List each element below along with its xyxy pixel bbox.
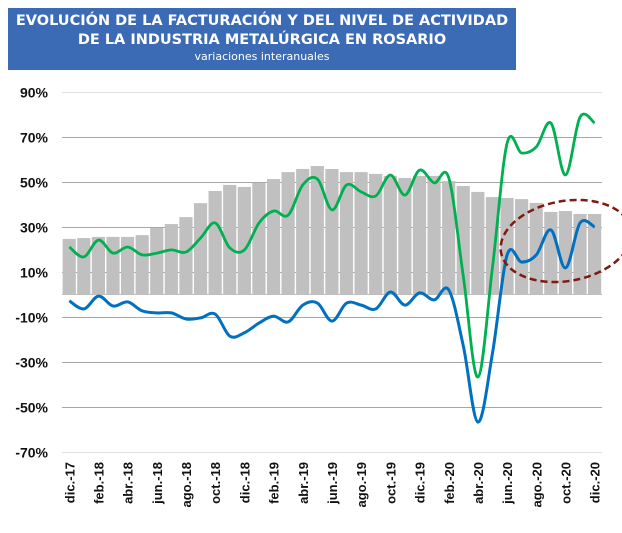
x-tick-label: jun.-20: [500, 462, 515, 505]
bar: [120, 236, 135, 295]
y-tick-label: 90%: [20, 85, 49, 101]
y-tick-label: -10%: [15, 310, 48, 326]
x-tick-label: jun.-18: [150, 462, 165, 505]
x-tick-label: feb.-18: [91, 462, 106, 504]
bar: [91, 236, 105, 295]
bar: [150, 227, 164, 295]
highlight-ellipse: [499, 198, 622, 284]
x-tick-label: ago.-18: [179, 462, 194, 508]
bar: [325, 168, 339, 295]
bar: [208, 191, 222, 295]
y-tick-label: 50%: [20, 175, 49, 191]
bar: [223, 184, 237, 295]
bar: [398, 177, 412, 295]
bar: [383, 175, 397, 295]
x-tick-label: ago.-19: [354, 462, 369, 508]
y-tick-label: 30%: [20, 220, 49, 236]
bar: [588, 213, 602, 295]
bar: [339, 172, 354, 295]
y-tick-label: -70%: [15, 445, 48, 461]
bar: [515, 199, 529, 295]
x-tick-label: jun.-19: [325, 462, 340, 505]
bar: [135, 235, 149, 295]
green-line-series: [68, 112, 596, 379]
y-tick-label: 10%: [20, 265, 49, 281]
bar: [193, 203, 208, 295]
bar: [106, 236, 120, 295]
x-tick-label: feb.-19: [267, 462, 282, 504]
bar: [296, 168, 310, 295]
bar: [77, 238, 91, 295]
bar: [252, 182, 266, 295]
x-tick-label: oct.-20: [559, 462, 574, 504]
bar: [237, 186, 251, 295]
bar: [164, 224, 178, 295]
x-tick-label: oct.-18: [208, 462, 223, 504]
bar: [179, 217, 193, 295]
bar: [412, 175, 427, 295]
bar: [485, 197, 500, 295]
x-tick-label: oct.-19: [383, 462, 398, 504]
chart-title-line-2: DE LA INDUSTRIA METALÚRGICA EN ROSARIO: [77, 32, 447, 48]
y-tick-label: -50%: [15, 400, 48, 416]
chart-title-box: EVOLUCIÓN DE LA FACTURACIÓN Y DEL NIVEL …: [8, 8, 516, 70]
x-tick-label: feb.-20: [442, 462, 457, 504]
bar: [427, 175, 441, 295]
x-tick-label: dic.-20: [588, 462, 603, 503]
x-tick-label: ago.-20: [529, 462, 544, 508]
y-tick-label: -30%: [15, 355, 48, 371]
bar: [442, 181, 456, 295]
bar: [529, 202, 543, 295]
bar: [456, 186, 470, 295]
bar: [310, 166, 324, 295]
chart-title-line-1: EVOLUCIÓN DE LA FACTURACIÓN Y DEL NIVEL …: [15, 13, 509, 29]
x-axis-ticks: dic.-17 feb.-18 abr.-18 jun.-18 ago.-18 oct.-…: [62, 462, 602, 508]
blue-line-series: [68, 219, 596, 424]
bar: [471, 191, 485, 295]
x-tick-label: dic.-19: [413, 462, 428, 503]
x-tick-label: dic.-18: [237, 462, 252, 503]
y-axis-ticks: 90% 70% 50% 30% 10% -10% -30% -50% -70%: [15, 85, 48, 461]
y-tick-label: 70%: [20, 130, 49, 146]
x-tick-label: abr.-18: [121, 462, 136, 504]
bar: [354, 172, 368, 295]
x-tick-label: abr.-20: [471, 462, 486, 504]
chart-subtitle: variaciones interanuales: [194, 50, 330, 63]
x-tick-label: abr.-19: [296, 462, 311, 504]
bar: [558, 211, 573, 295]
bar: [281, 172, 295, 295]
bar: [62, 238, 76, 295]
x-tick-label: dic.-17: [62, 462, 77, 503]
bar: [369, 173, 383, 295]
bar: [266, 179, 281, 295]
